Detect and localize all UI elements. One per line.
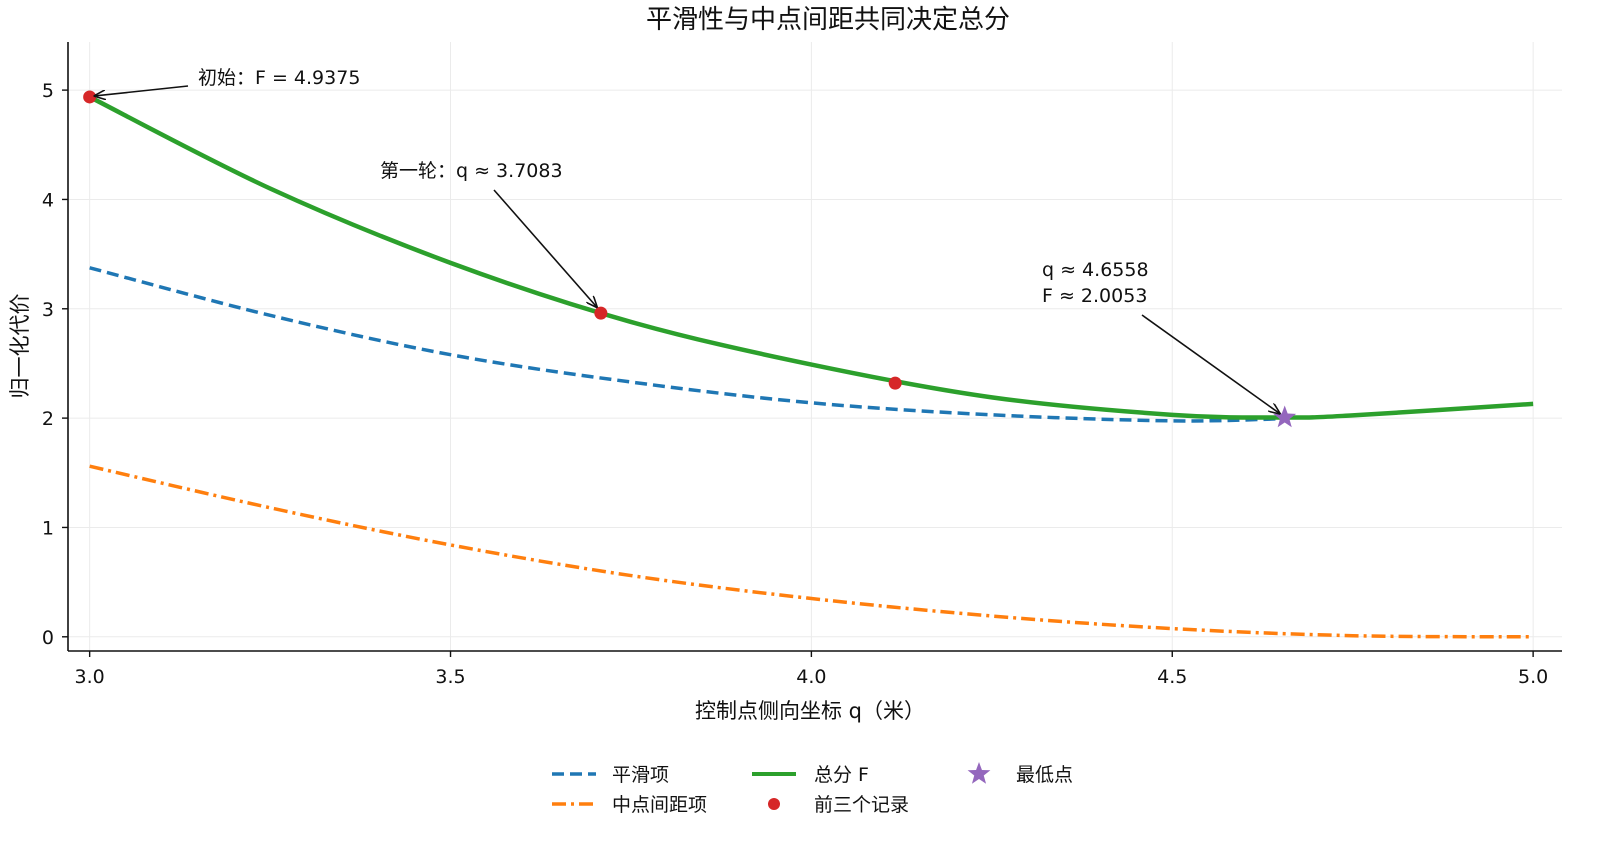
legend: 平滑项 中点间距项 总分 F 前三个记录 最低点 (552, 762, 1073, 816)
series-line-smooth (89, 266, 1285, 423)
annotation-first-round: 第一轮：q ≈ 3.7083 (380, 160, 563, 182)
legend-label-total: 总分 F (814, 764, 869, 786)
series-line-midpoint (89, 464, 1534, 639)
annotation-min-q: q ≈ 4.6558 (1042, 259, 1149, 281)
series-line-total (88, 94, 1534, 420)
legend-swatch-minimum (967, 762, 991, 784)
points-layer (83, 90, 1297, 428)
y-ticks: 0 1 2 3 4 5 (42, 80, 68, 649)
annotation-min-f: F ≈ 2.0053 (1042, 285, 1147, 307)
x-tick-label: 3.0 (75, 666, 105, 688)
annotation-arrow-initial (95, 85, 189, 96)
y-tick-label: 4 (42, 189, 54, 211)
x-tick-label: 3.5 (435, 666, 465, 688)
record-point (594, 306, 608, 320)
y-tick-label: 3 (42, 299, 54, 321)
series-layer (88, 94, 1534, 639)
y-axis-label: 归一化代价 (8, 294, 32, 399)
legend-label-smooth: 平滑项 (612, 764, 669, 786)
chart-title: 平滑性与中点间距共同决定总分 (646, 5, 1010, 35)
legend-label-minimum: 最低点 (1016, 764, 1073, 786)
annotation-arrow-first-round (493, 189, 597, 307)
legend-label-midpoint: 中点间距项 (612, 794, 707, 816)
y-tick-label: 5 (42, 80, 54, 102)
x-ticks: 3.0 3.5 4.0 4.5 5.0 (75, 651, 1548, 688)
y-tick-label: 2 (42, 408, 54, 430)
annotation-initial: 初始：F = 4.9375 (198, 67, 360, 89)
y-tick-label: 0 (42, 627, 54, 649)
x-tick-label: 4.5 (1157, 666, 1187, 688)
x-tick-label: 4.0 (796, 666, 826, 688)
x-tick-label: 5.0 (1518, 666, 1548, 688)
y-tick-label: 1 (42, 517, 54, 539)
annotation-arrow-minimum (1141, 314, 1280, 414)
record-point (888, 376, 902, 390)
legend-label-records: 前三个记录 (814, 794, 909, 816)
legend-swatch-records (768, 798, 780, 810)
record-point (83, 90, 97, 104)
x-axis-label: 控制点侧向坐标 q（米） (695, 699, 925, 723)
annotation-layer: 初始：F = 4.9375 第一轮：q ≈ 3.7083 q ≈ 4.6558 F ≈… (95, 67, 1280, 414)
minimum-star (1273, 405, 1297, 428)
grid (68, 42, 1562, 651)
